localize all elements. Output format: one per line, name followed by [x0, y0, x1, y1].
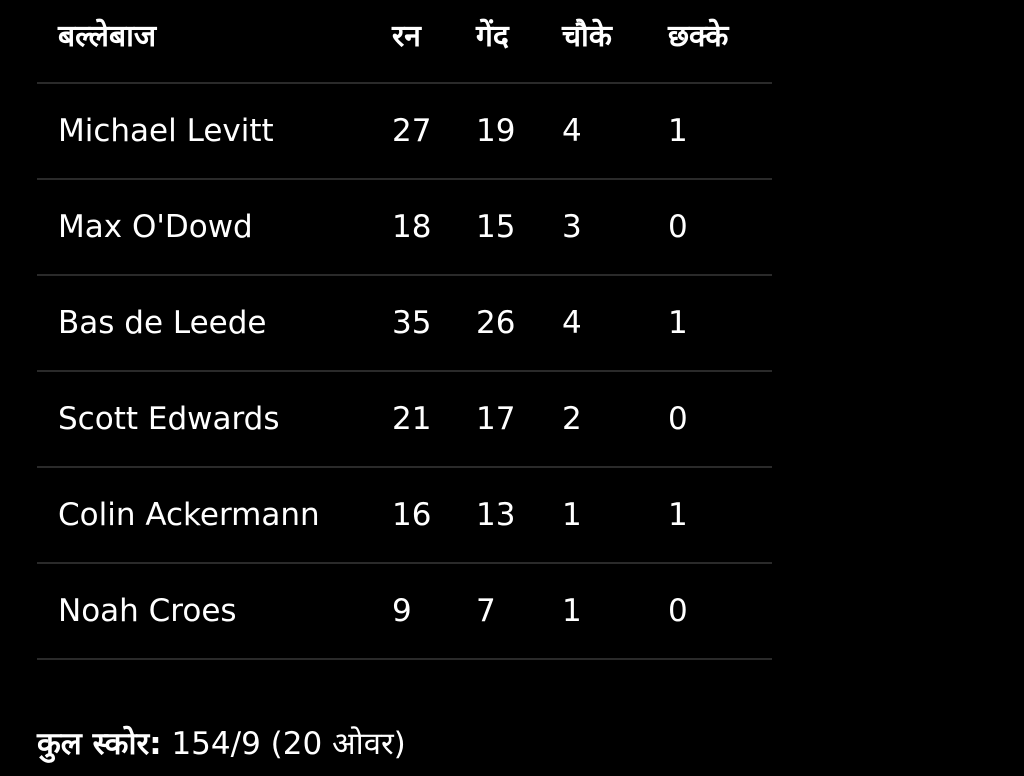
cell-sixes: 0: [668, 209, 688, 245]
header-balls: गेंद: [476, 19, 509, 54]
cell-runs: 16: [392, 497, 432, 533]
header-sixes: छक्के: [668, 19, 729, 54]
cell-batsman-name: Colin Ackermann: [58, 497, 320, 533]
cell-sixes: 1: [668, 497, 688, 533]
cell-balls: 17: [476, 401, 516, 437]
cell-runs: 9: [392, 593, 412, 629]
header-runs: रन: [392, 19, 421, 54]
header-batsman: बल्लेबाज: [58, 19, 157, 54]
cell-runs: 18: [392, 209, 432, 245]
cell-balls: 19: [476, 113, 516, 149]
batting-scorecard-table: बल्लेबाज रन गेंद चौके छक्के Michael Levi…: [37, 0, 772, 660]
cell-balls: 7: [476, 593, 496, 629]
cell-fours: 4: [562, 113, 582, 149]
cell-batsman-name: Noah Croes: [58, 593, 237, 629]
total-score-value: 154/9 (20 ओवर): [171, 726, 406, 762]
cell-runs: 35: [392, 305, 432, 341]
cell-fours: 1: [562, 593, 582, 629]
cell-balls: 15: [476, 209, 516, 245]
cell-fours: 4: [562, 305, 582, 341]
cell-batsman-name: Bas de Leede: [58, 305, 267, 341]
table-row: Colin Ackermann 16 13 1 1: [37, 468, 772, 564]
cell-sixes: 1: [668, 305, 688, 341]
table-row: Scott Edwards 21 17 2 0: [37, 372, 772, 468]
total-score: कुल स्कोर: 154/9 (20 ओवर): [37, 722, 406, 764]
cell-batsman-name: Scott Edwards: [58, 401, 280, 437]
cell-fours: 1: [562, 497, 582, 533]
cell-sixes: 0: [668, 593, 688, 629]
cell-batsman-name: Michael Levitt: [58, 113, 274, 149]
cell-fours: 2: [562, 401, 582, 437]
cell-runs: 27: [392, 113, 432, 149]
total-score-label: कुल स्कोर:: [37, 726, 162, 762]
table-row: Noah Croes 9 7 1 0: [37, 564, 772, 660]
cell-sixes: 1: [668, 113, 688, 149]
cell-balls: 13: [476, 497, 516, 533]
cell-batsman-name: Max O'Dowd: [58, 209, 253, 245]
header-fours: चौके: [562, 19, 612, 54]
cell-runs: 21: [392, 401, 432, 437]
table-row: Max O'Dowd 18 15 3 0: [37, 180, 772, 276]
cell-sixes: 0: [668, 401, 688, 437]
cell-balls: 26: [476, 305, 516, 341]
table-row: Bas de Leede 35 26 4 1: [37, 276, 772, 372]
cell-fours: 3: [562, 209, 582, 245]
table-row: Michael Levitt 27 19 4 1: [37, 84, 772, 180]
table-header-row: बल्लेबाज रन गेंद चौके छक्के: [37, 0, 772, 84]
